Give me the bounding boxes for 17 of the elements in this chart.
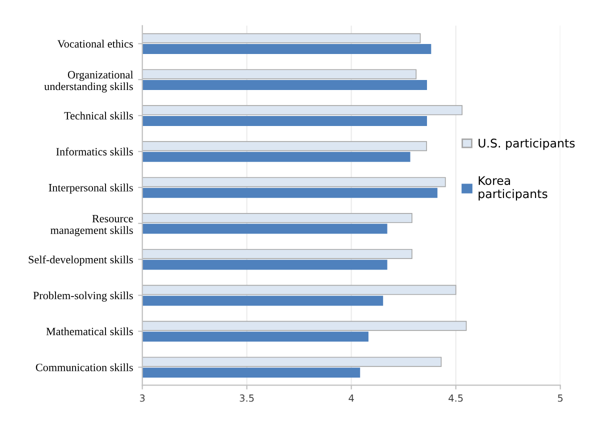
y-tick-label: Mathematical skills	[46, 327, 133, 336]
y-tick-label: Vocational ethics	[57, 40, 133, 48]
x-tick-label: 5	[558, 394, 563, 402]
legend-label: Korea participants	[478, 176, 548, 201]
x-tick-label: 4.5	[448, 394, 463, 402]
x-tick-label: 4	[348, 394, 354, 402]
x-tick-label: 3.5	[240, 394, 254, 402]
y-tick-label: Self-development skills	[28, 255, 133, 266]
y-tick-label: Communication skills	[36, 363, 133, 372]
y-tick-label: Informatics skills	[56, 148, 133, 156]
x-tick-label: 3	[140, 394, 145, 402]
y-tick-label: Technical skills	[64, 112, 133, 120]
y-tick-label: Organizational understanding skills	[44, 70, 134, 92]
legend-label: U.S. participants	[478, 138, 575, 150]
y-tick-label: Interpersonal skills	[48, 184, 133, 194]
y-tick-label: Resource management skills	[50, 214, 133, 236]
y-tick-label: Problem-solving skills	[33, 291, 133, 302]
